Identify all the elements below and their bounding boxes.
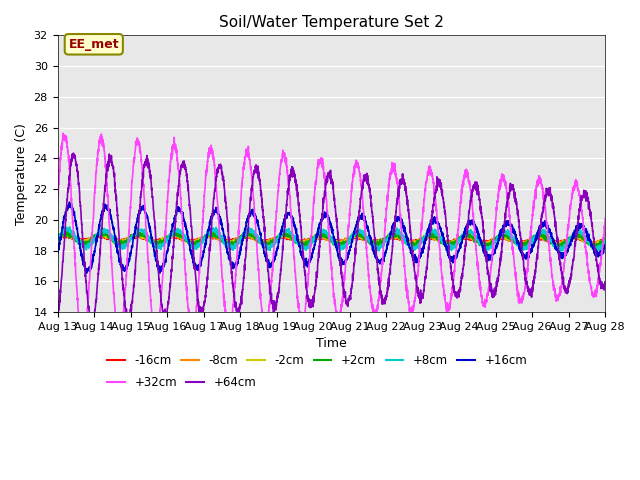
Text: EE_met: EE_met (68, 38, 119, 51)
Y-axis label: Temperature (C): Temperature (C) (15, 123, 28, 225)
X-axis label: Time: Time (316, 337, 347, 350)
Title: Soil/Water Temperature Set 2: Soil/Water Temperature Set 2 (219, 15, 444, 30)
Legend: +32cm, +64cm: +32cm, +64cm (108, 376, 257, 389)
